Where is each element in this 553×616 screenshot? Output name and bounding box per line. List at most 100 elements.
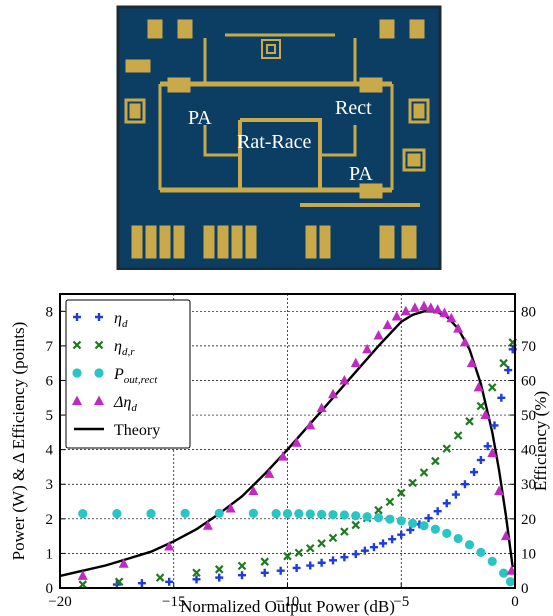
legend-swatch-triangle bbox=[94, 395, 104, 405]
legend-swatch-plus bbox=[95, 313, 103, 321]
data-point-plus bbox=[192, 575, 201, 584]
data-point-circle bbox=[453, 533, 463, 544]
data-point-circle bbox=[317, 509, 327, 519]
x-tick-label: −5 bbox=[393, 594, 409, 610]
data-point-triangle bbox=[446, 312, 457, 323]
legend-swatch-circle bbox=[72, 368, 82, 378]
data-point-x bbox=[328, 533, 338, 543]
legend-swatch-circle bbox=[94, 368, 104, 378]
data-point-plus bbox=[497, 393, 506, 402]
data-point-triangle bbox=[480, 409, 491, 420]
data-point-triangle bbox=[350, 357, 361, 368]
data-point-x bbox=[340, 527, 349, 536]
data-point-plus bbox=[451, 490, 460, 499]
data-point-x bbox=[499, 358, 508, 368]
data-point-triangle bbox=[419, 300, 429, 311]
data-point-triangle bbox=[202, 520, 213, 530]
data-point-x bbox=[385, 497, 395, 507]
data-point-x bbox=[374, 505, 383, 515]
y-tick-label-left: 5 bbox=[46, 408, 54, 424]
data-point-plus bbox=[360, 546, 369, 555]
y-tick-label-right: 20 bbox=[521, 512, 536, 528]
data-point-triangle bbox=[305, 419, 316, 430]
data-point-plus bbox=[238, 571, 246, 580]
data-point-x bbox=[453, 431, 463, 440]
data-point-x bbox=[317, 539, 326, 548]
data-point-triangle bbox=[277, 451, 288, 461]
data-point-x bbox=[78, 580, 88, 589]
data-point-x bbox=[465, 417, 474, 426]
data-point-plus bbox=[397, 530, 406, 539]
legend-label: Theory bbox=[114, 422, 160, 439]
chart-series bbox=[59, 300, 518, 589]
data-point-plus bbox=[340, 553, 349, 562]
chip-metal-layout bbox=[124, 19, 430, 259]
data-point-triangle bbox=[328, 388, 338, 399]
y-tick-label-right: 30 bbox=[521, 477, 536, 493]
data-point-x bbox=[155, 573, 165, 582]
data-point-triangle bbox=[409, 302, 420, 312]
data-point-circle bbox=[430, 524, 440, 534]
data-point-triangle bbox=[466, 357, 477, 368]
data-point-circle bbox=[248, 508, 258, 518]
data-point-circle bbox=[78, 509, 88, 519]
data-point-plus bbox=[379, 539, 388, 548]
data-point-triangle bbox=[264, 468, 275, 478]
y-tick-label-right: 80 bbox=[521, 304, 536, 320]
y-tick-label-left: 3 bbox=[46, 477, 54, 493]
data-point-plus bbox=[369, 543, 378, 552]
x-tick-label: 0 bbox=[511, 594, 519, 610]
data-point-x bbox=[294, 548, 304, 557]
legend-swatch-x bbox=[94, 340, 104, 350]
data-point-plus bbox=[483, 442, 492, 451]
data-point-plus bbox=[388, 535, 397, 544]
data-point-x bbox=[431, 456, 440, 466]
data-point-circle bbox=[305, 509, 315, 519]
data-point-plus bbox=[215, 573, 224, 582]
data-point-triangle bbox=[494, 485, 505, 496]
x-tick-label: −10 bbox=[276, 594, 299, 610]
data-point-x bbox=[260, 557, 270, 566]
data-point-plus bbox=[476, 456, 485, 465]
data-point-triangle bbox=[316, 402, 327, 413]
x-tick-label: −15 bbox=[162, 594, 185, 610]
data-point-x bbox=[442, 444, 452, 453]
data-point-circle bbox=[442, 528, 452, 538]
data-point-triangle bbox=[500, 530, 511, 541]
data-point-triangle bbox=[453, 323, 464, 333]
data-point-triangle bbox=[77, 570, 88, 580]
data-point-x bbox=[237, 561, 247, 571]
data-point-plus bbox=[306, 561, 315, 570]
label-pa-left: PA bbox=[188, 107, 212, 129]
data-point-triangle bbox=[382, 319, 393, 330]
legend-swatch-plus bbox=[73, 313, 81, 321]
data-point-circle bbox=[464, 540, 475, 550]
data-point-circle bbox=[294, 509, 304, 519]
data-point-circle bbox=[499, 568, 509, 578]
data-point-circle bbox=[339, 510, 349, 520]
data-point-triangle bbox=[400, 305, 411, 316]
data-point-plus bbox=[433, 507, 442, 516]
data-point-circle bbox=[146, 509, 156, 519]
legend-label: Pout,rect bbox=[113, 366, 158, 386]
data-point-x bbox=[476, 401, 486, 411]
y-tick-label-left: 0 bbox=[46, 581, 54, 597]
y-tick-label-right: 70 bbox=[521, 339, 536, 355]
data-point-x bbox=[192, 568, 201, 578]
y-tick-label-left: 4 bbox=[46, 443, 54, 459]
data-point-triangle bbox=[439, 307, 450, 318]
y-tick-label-left: 1 bbox=[46, 546, 54, 562]
data-point-x bbox=[419, 468, 429, 477]
data-point-circle bbox=[505, 577, 516, 587]
data-point-plus bbox=[442, 499, 451, 508]
data-point-triangle bbox=[118, 558, 129, 568]
y-axis-label-right: Efficiency (%) bbox=[531, 391, 550, 491]
data-point-circle bbox=[112, 509, 122, 519]
data-point-plus bbox=[504, 366, 513, 375]
legend-box bbox=[65, 299, 191, 449]
data-point-triangle bbox=[291, 437, 302, 447]
y-tick-label-left: 7 bbox=[46, 339, 54, 355]
data-point-plus bbox=[490, 421, 499, 430]
